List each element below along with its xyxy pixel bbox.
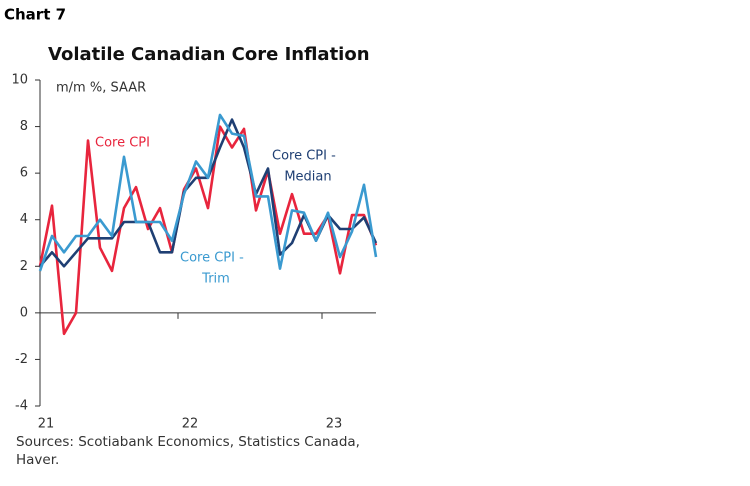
y-tick-label: 0	[20, 305, 28, 320]
chart-header: Chart 7	[4, 6, 66, 24]
y-axis-label: m/m %, SAAR	[56, 81, 146, 96]
series-label: Trim	[201, 272, 230, 287]
series-line	[39, 118, 378, 268]
y-tick-label: 4	[20, 212, 28, 227]
series-line	[38, 113, 378, 272]
series-line	[38, 125, 378, 336]
y-tick-label: -4	[15, 399, 28, 414]
y-tick-label: 6	[20, 166, 28, 181]
series-label: Core CPI	[95, 136, 150, 151]
x-tick-label: 23	[326, 417, 343, 432]
series-label: Core CPI -	[180, 251, 244, 266]
x-tick-label: 22	[182, 417, 199, 432]
y-tick-label: 8	[20, 119, 28, 134]
y-tick-label: -2	[15, 352, 28, 367]
series-label: Core CPI -	[272, 149, 336, 164]
source-note: Sources: Scotiabank Economics, Statistic…	[16, 434, 360, 468]
y-tick-label: 10	[11, 73, 28, 88]
chart-title: Volatile Canadian Core Inflation	[48, 44, 370, 65]
x-tick-label: 21	[38, 417, 55, 432]
series-label: Median	[284, 170, 331, 185]
y-tick-label: 2	[20, 259, 28, 274]
